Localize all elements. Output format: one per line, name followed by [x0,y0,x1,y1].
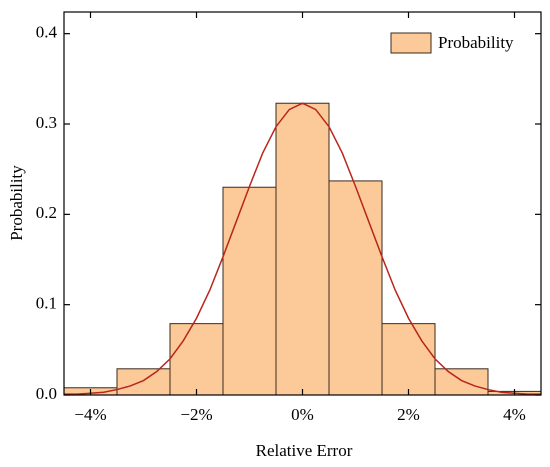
x-tick-label: 2% [397,405,420,424]
fit-curve [64,102,541,395]
bar [116,368,171,396]
bar [275,102,330,396]
x-tick-label: −2% [180,405,212,424]
y-tick-label: 0.4 [36,23,58,42]
legend-swatch [390,32,432,54]
bar [222,186,277,396]
y-tick-label: 0.2 [36,203,57,222]
bar [328,180,383,396]
bar [381,323,436,396]
y-axis-title: Probability [7,165,26,241]
y-tick-label: 0.1 [36,294,57,313]
legend-label: Probability [438,33,514,52]
y-tick-label: 0.0 [36,384,57,403]
x-tick-label: 4% [503,405,526,424]
bar [169,323,224,396]
y-tick-label: 0.3 [36,113,57,132]
bar [434,368,489,396]
x-tick-label: 0% [291,405,314,424]
x-axis-title: Relative Error [256,441,353,460]
x-tick-label: −4% [74,405,106,424]
